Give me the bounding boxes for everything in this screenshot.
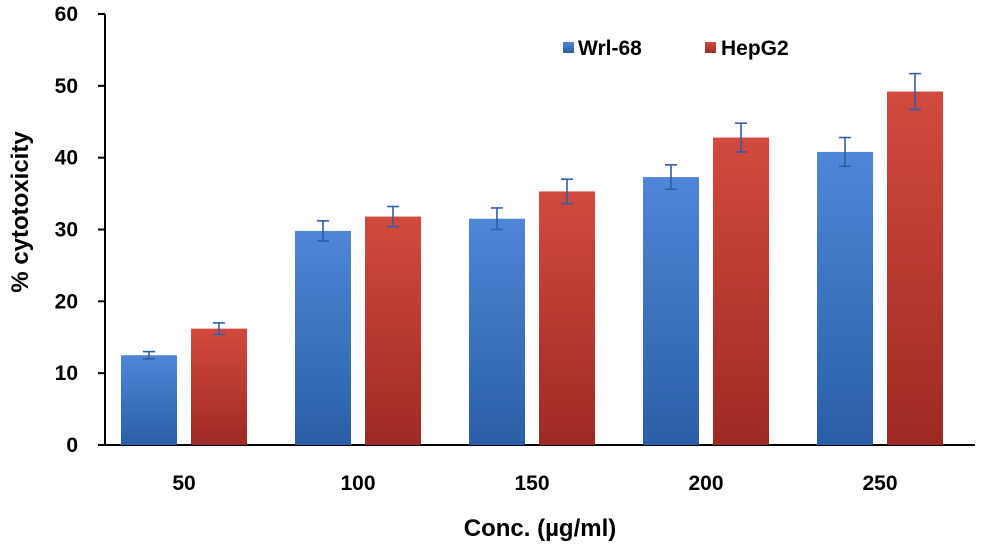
- x-tick-label: 100: [340, 472, 375, 495]
- bars-group: [121, 72, 943, 446]
- bar-wrl-68-150: [469, 218, 525, 445]
- y-tick-label: 20: [55, 290, 78, 313]
- y-tick-label: 0: [66, 434, 78, 457]
- legend-swatch-hepg2: [705, 42, 716, 53]
- legend-swatch-wrl-68: [563, 42, 574, 53]
- y-axis-ticks: 0 10 20 30 40 50 60: [55, 3, 105, 457]
- y-tick-label: 30: [55, 219, 78, 242]
- x-tick-label: 50: [172, 472, 195, 495]
- x-axis-title: Conc. (µg/ml): [464, 515, 616, 542]
- legend: Wrl-68 HepG2: [563, 37, 789, 60]
- bar-hepg2-200: [713, 137, 769, 445]
- x-tick-label: 200: [688, 472, 723, 495]
- legend-label-wrl-68: Wrl-68: [578, 37, 642, 60]
- x-axis-ticks: 50 100 150 200 250: [172, 472, 897, 495]
- x-tick-label: 250: [862, 472, 897, 495]
- bar-wrl-68-250: [817, 151, 873, 446]
- bar-hepg2-250: [887, 91, 943, 445]
- bar-wrl-68-50: [121, 355, 177, 445]
- bar-hepg2-50: [191, 328, 247, 445]
- y-tick-label: 10: [55, 362, 78, 385]
- legend-label-hepg2: HepG2: [721, 37, 789, 60]
- bar-wrl-68-100: [295, 230, 351, 445]
- y-tick-label: 60: [55, 3, 78, 26]
- bar-hepg2-150: [539, 191, 595, 445]
- y-tick-label: 50: [55, 75, 78, 98]
- y-tick-label: 40: [55, 147, 78, 170]
- x-tick-label: 150: [514, 472, 549, 495]
- bar-hepg2-100: [365, 216, 421, 445]
- y-axis-title: % cytotoxicity: [7, 131, 34, 293]
- bar-wrl-68-200: [643, 177, 699, 446]
